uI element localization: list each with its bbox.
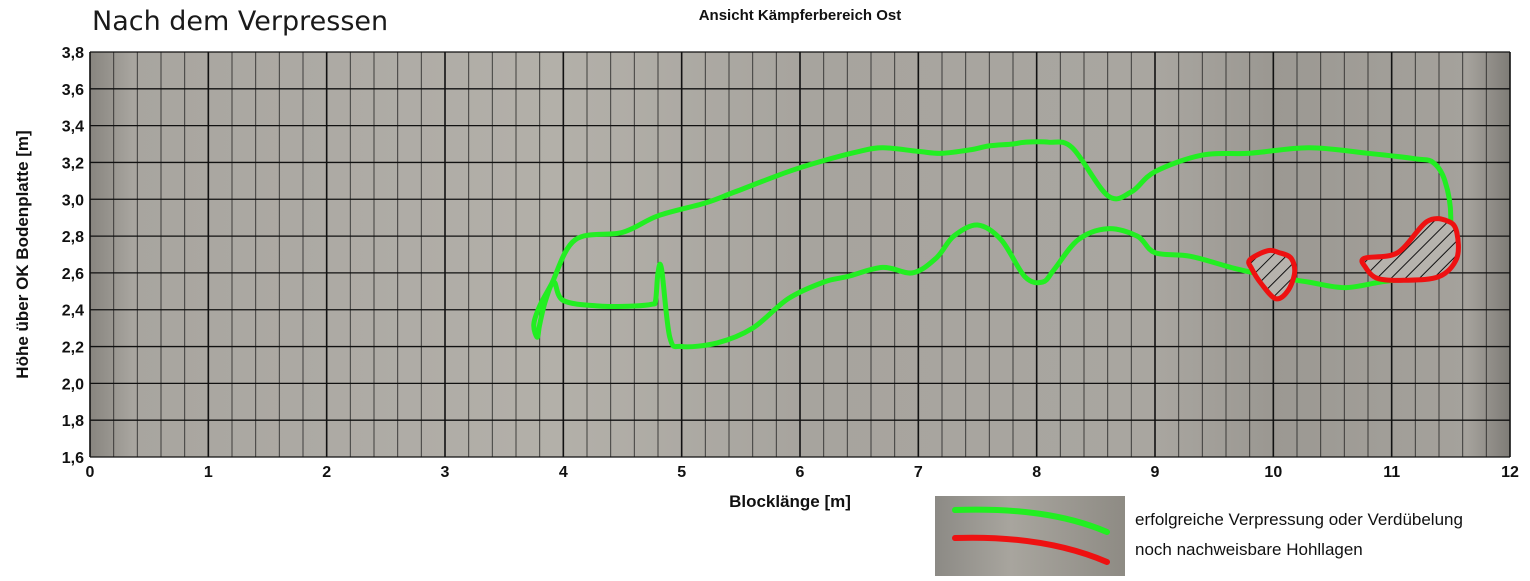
y-tick-label: 2,2 [62,340,84,357]
page-title: Nach dem Verpressen [92,6,389,37]
x-tick-label: 10 [1264,464,1282,481]
legend-swatch-photo [935,496,1125,576]
y-tick-label: 3,2 [62,155,84,172]
x-tick-label: 0 [86,464,95,481]
tick-labels: 1,61,82,02,22,42,62,83,03,23,43,63,80 1 2 3… [62,45,1519,481]
x-tick-label: 4 [559,464,568,481]
y-tick-label: 3,6 [62,82,84,99]
y-tick-label: 2,4 [62,303,84,320]
legend-line-red [952,534,1110,565]
y-tick-label: 2,0 [62,376,84,393]
x-tick-label: 11 [1383,464,1400,481]
x-tick-label: 1 [204,464,213,481]
x-tick-label: 6 [796,464,805,481]
x-axis-label: Blocklänge [m] [729,492,851,511]
legend-lines [952,506,1110,565]
y-tick-label: 1,6 [62,450,84,467]
y-tick-label: 1,8 [62,413,84,430]
y-tick-label: 3,4 [62,119,84,136]
y-tick-label: 3,8 [62,45,84,62]
x-tick-label: 9 [1151,464,1160,481]
x-tick-label: 8 [1032,464,1041,481]
y-tick-label: 2,8 [62,229,84,246]
x-tick-label: 3 [441,464,450,481]
y-tick-label: 3,0 [62,192,84,209]
void-region-outline [1246,247,1298,302]
grouted-area-outline [531,139,1454,350]
y-axis-label: Höhe über OK Bodenplatte [m] [13,130,32,378]
legend: erfolgreiche Verpressung oder Verdübelun… [935,496,1530,576]
legend-label-voids: noch nachweisbare Hohllagen [1135,540,1363,559]
x-tick-label: 7 [914,464,923,481]
y-tick-label: 2,6 [62,266,84,283]
x-tick-label: 12 [1501,464,1519,481]
void-region-outline [1359,216,1461,283]
legend-line-green [952,506,1110,535]
legend-label-success: erfolgreiche Verpressung oder Verdübelun… [1135,510,1463,529]
series-layer [531,139,1461,350]
chart-title: Ansicht Kämpferbereich Ost [698,7,902,24]
x-tick-label: 5 [677,464,686,481]
x-tick-label: 2 [322,464,331,481]
